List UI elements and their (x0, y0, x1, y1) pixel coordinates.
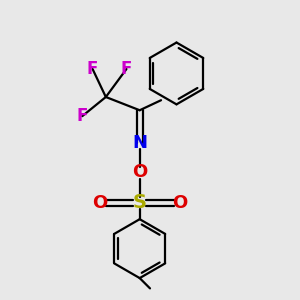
Text: O: O (92, 194, 108, 212)
Text: N: N (132, 134, 147, 152)
Text: F: F (121, 60, 132, 78)
Text: F: F (87, 60, 98, 78)
Text: S: S (133, 194, 147, 212)
Text: O: O (132, 163, 147, 181)
Text: O: O (172, 194, 187, 212)
Text: F: F (76, 107, 88, 125)
